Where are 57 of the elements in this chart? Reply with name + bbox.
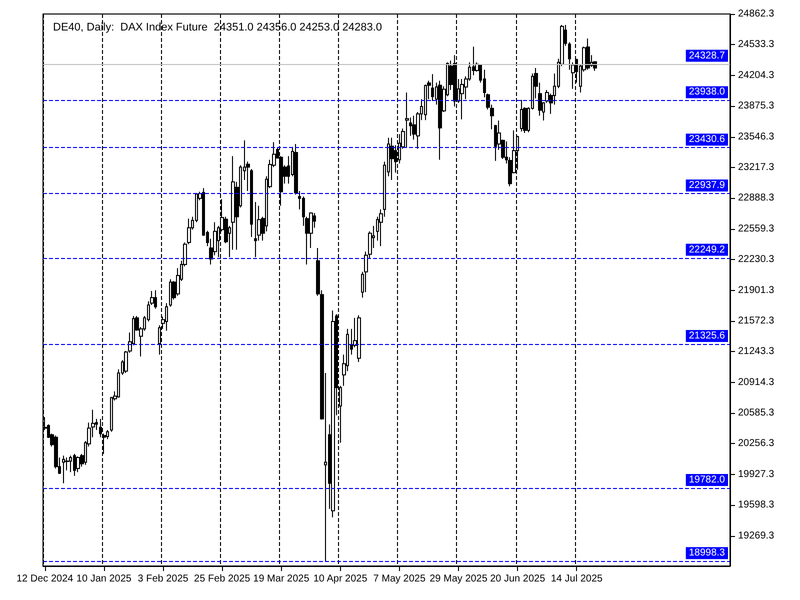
- y-tick-label: 20256.3: [738, 438, 775, 450]
- candlestick: [405, 92, 409, 148]
- y-tick-label: 24862.3: [738, 8, 775, 20]
- ref-line-label: 18998.3: [688, 548, 726, 559]
- candlestick: [520, 99, 523, 132]
- candlestick: [165, 302, 168, 332]
- candlestick: [390, 137, 394, 181]
- ref-line-label: 23430.6: [688, 134, 726, 146]
- y-tick-label: 21901.3: [738, 284, 775, 296]
- y-tick-label: 24204.3: [738, 70, 775, 81]
- y-tick-label: 23875.3: [738, 100, 775, 112]
- candlestick: [438, 80, 442, 160]
- ref-line-label: 22249.2: [688, 244, 726, 256]
- y-tick-label: 20585.3: [738, 408, 775, 419]
- candlestick: [424, 84, 427, 121]
- candlestick: [73, 453, 76, 476]
- candlestick: [357, 314, 361, 362]
- candlestick: [431, 74, 434, 102]
- candlestick: [62, 455, 65, 484]
- y-tick-label: 21572.3: [738, 315, 775, 326]
- y-tick-label: 23546.3: [738, 131, 775, 142]
- y-tick-label: 19927.3: [738, 468, 775, 480]
- candlestick: [254, 202, 257, 258]
- x-tick-label: 14 Jul 2025: [550, 574, 604, 584]
- text: DE40, Daily: DAX Index Future 24351.0 24356.0 24253.0 24283.0: [53, 22, 382, 34]
- candlestick: [460, 78, 464, 120]
- candlestick: [69, 455, 72, 473]
- y-tick-label: 23217.3: [738, 162, 775, 173]
- ref-line-label: 24328.7: [688, 50, 726, 62]
- candlestick: [331, 310, 335, 518]
- candlestick: [76, 456, 80, 473]
- y-tick-label: 21243.3: [738, 346, 775, 358]
- x-tick-label: 10 Jan 2025: [76, 574, 132, 584]
- y-tick-label: 22230.3: [738, 254, 775, 266]
- x-tick-label: 20 Jun 2025: [490, 574, 546, 584]
- x-tick-label: 25 Feb 2025: [194, 574, 251, 584]
- x-tick-label: 7 May 2025: [373, 574, 426, 584]
- y-tick-label: 24533.3: [738, 39, 775, 50]
- ref-line-label: 21325.6: [688, 330, 726, 342]
- candlestick: [494, 124, 497, 162]
- x-tick-label: 12 Dec 2024: [16, 574, 74, 584]
- y-tick-label: 20914.3: [738, 376, 775, 388]
- ref-line-label: 23938.0: [688, 86, 726, 98]
- y-tick-label: 22888.3: [738, 192, 775, 204]
- candlestick: [154, 290, 157, 310]
- y-tick-label: 19269.3: [738, 530, 775, 542]
- x-tick-label: 29 May 2025: [430, 574, 488, 584]
- y-tick-label: 19598.3: [738, 500, 775, 511]
- ref-line-label: 19782.0: [688, 474, 726, 486]
- x-tick-label: 19 Mar 2025: [253, 574, 310, 584]
- x-tick-label: 3 Feb 2025: [138, 574, 189, 584]
- ref-line-label: 22937.9: [688, 180, 726, 192]
- candlestick: [169, 278, 172, 308]
- candlestick: [250, 168, 253, 238]
- y-tick-label: 22559.3: [738, 223, 775, 234]
- candlestick: [586, 38, 590, 70]
- x-tick-label: 10 Apr 2025: [313, 574, 368, 584]
